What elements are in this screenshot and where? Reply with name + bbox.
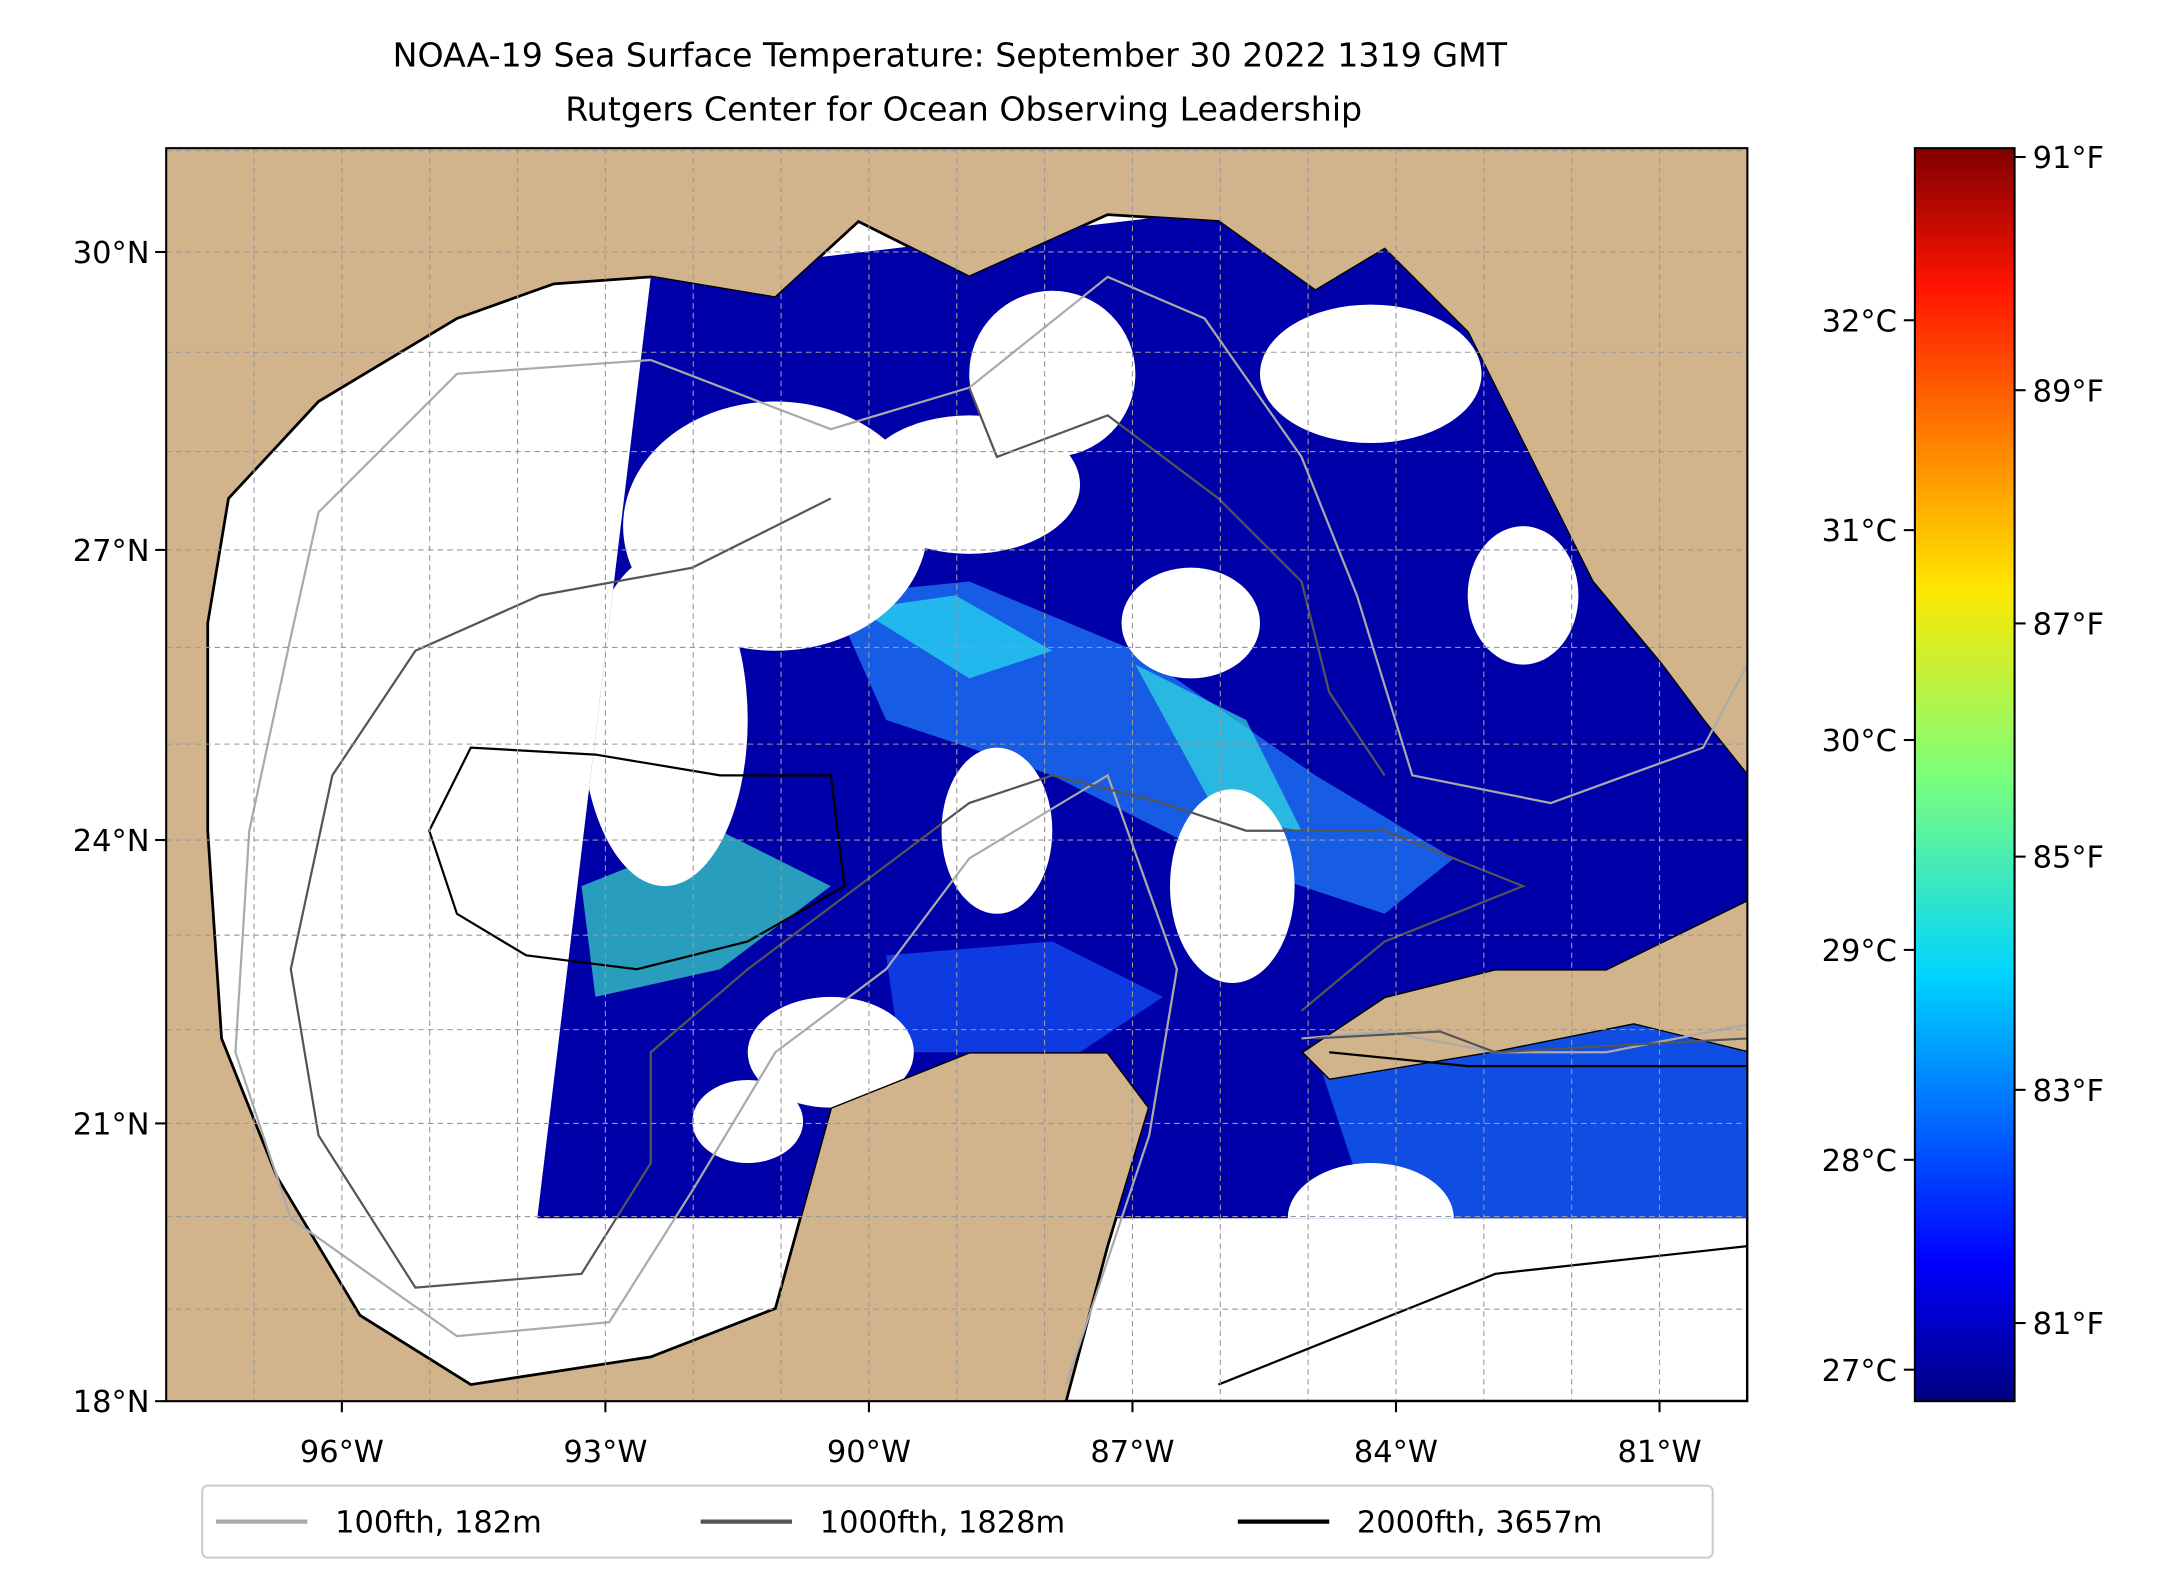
chart-subtitle: Rutgers Center for Ocean Observing Leade…: [565, 89, 1362, 128]
lon-tick-label: 84°W: [1354, 1435, 1438, 1470]
lon-tick-label: 81°W: [1617, 1435, 1701, 1470]
celsius-tick-label: 27°C: [1822, 1354, 1897, 1389]
lat-tick-label: 27°N: [73, 534, 150, 569]
colorbar-celsius-ticks: 27°C 28°C 29°C 30°C 31°C 32°C: [1822, 304, 1915, 1389]
lat-tick-label: 24°N: [73, 824, 150, 859]
celsius-tick-label: 29°C: [1822, 934, 1897, 969]
colorbar-fahrenheit-ticks: 81°F 83°F 85°F 87°F 89°F 91°F: [2014, 141, 2105, 1342]
lon-tick-label: 87°W: [1090, 1435, 1174, 1470]
celsius-tick-label: 30°C: [1822, 724, 1897, 759]
celsius-tick-label: 28°C: [1822, 1144, 1897, 1179]
gridlines: [166, 148, 1748, 1402]
lon-tick-label: 93°W: [563, 1435, 647, 1470]
celsius-tick-label: 31°C: [1822, 514, 1897, 549]
lat-tick-label: 21°N: [73, 1107, 150, 1142]
map-frame: [165, 147, 1749, 1403]
legend-label-100fth: 100fth, 182m: [335, 1506, 542, 1541]
celsius-tick-label: 32°C: [1822, 304, 1897, 339]
fahrenheit-tick-label: 89°F: [2033, 374, 2105, 409]
lon-tick-label: 90°W: [827, 1435, 911, 1470]
isobath-1000fth: [289, 387, 1748, 1289]
chart-title: NOAA-19 Sea Surface Temperature: Septemb…: [393, 35, 1508, 74]
lat-tick-label: 18°N: [73, 1385, 150, 1420]
fahrenheit-tick-label: 85°F: [2033, 841, 2105, 876]
map-axes: [166, 148, 1748, 1402]
fahrenheit-tick-label: 83°F: [2033, 1074, 2105, 1109]
lat-ticks: 18°N 21°N 24°N 27°N 30°N: [73, 236, 167, 1420]
fahrenheit-tick-label: 91°F: [2033, 141, 2105, 176]
fahrenheit-tick-label: 81°F: [2033, 1307, 2105, 1342]
sst-data: [537, 214, 1748, 1219]
fahrenheit-tick-label: 87°F: [2033, 608, 2105, 643]
legend: 100fth, 182m 1000fth, 1828m 2000fth, 365…: [201, 1484, 1714, 1559]
legend-label-1000fth: 1000fth, 1828m: [820, 1506, 1065, 1541]
lon-tick-label: 96°W: [300, 1435, 384, 1470]
lon-ticks: 96°W 93°W 90°W 87°W 84°W 81°W: [300, 1401, 1702, 1470]
colorbar: [1913, 147, 2016, 1403]
legend-label-2000fth: 2000fth, 3657m: [1357, 1506, 1602, 1541]
isobath-2000fth: [428, 746, 1748, 1386]
lat-tick-label: 30°N: [73, 236, 150, 271]
